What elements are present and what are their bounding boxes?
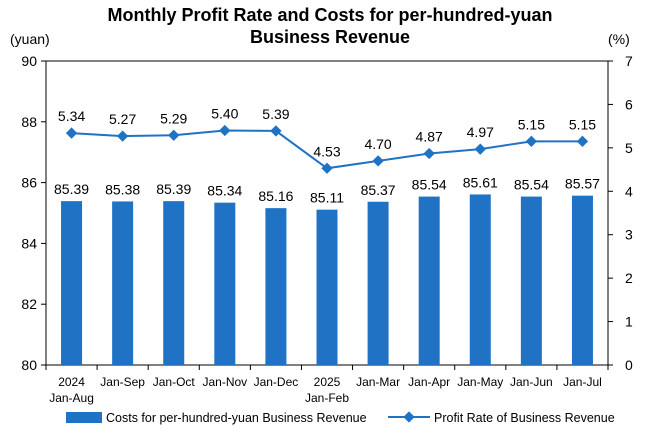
right-axis-tick-label: 1 bbox=[625, 314, 633, 330]
profit-rate-value-label: 4.97 bbox=[467, 124, 494, 140]
cost-bar bbox=[520, 196, 542, 365]
cost-bar-value-label: 85.39 bbox=[54, 181, 89, 197]
cost-bar-value-label: 85.54 bbox=[412, 177, 447, 193]
cost-bar-value-label: 85.16 bbox=[258, 188, 293, 204]
profit-rate-marker bbox=[372, 155, 384, 167]
profit-rate-value-label: 5.34 bbox=[58, 108, 85, 124]
cost-bars: 85.39 85.38 85.39 85.34 85.16 85.11 85.37 85.54… bbox=[54, 174, 600, 365]
x-axis-category-label: Jan-Jun bbox=[510, 375, 553, 389]
profit-rate-marker bbox=[321, 162, 333, 174]
x-axis-category-label: Jan-Dec bbox=[254, 375, 299, 389]
profit-rate-value-label: 5.27 bbox=[109, 111, 136, 127]
x-axis-category-label: Jan-Sep bbox=[100, 375, 145, 389]
profit-rate-marker bbox=[65, 127, 78, 139]
profit-rate-marker bbox=[576, 135, 589, 147]
legend-line-label: Profit Rate of Business Revenue bbox=[434, 411, 615, 425]
profit-rate-value-label: 4.70 bbox=[364, 136, 391, 152]
profit-rate-marker bbox=[423, 147, 435, 160]
cost-bar-value-label: 85.57 bbox=[565, 176, 600, 192]
left-axis-tick-label: 90 bbox=[21, 53, 37, 69]
x-axis-category-label: Jan-Feb bbox=[305, 391, 349, 405]
x-axis-category-label: Jan-Mar bbox=[356, 375, 400, 389]
x-axis-category-label: 2024 bbox=[58, 375, 85, 389]
x-axis-category-label: Jan-May bbox=[457, 375, 503, 389]
right-axis-tick-label: 6 bbox=[625, 96, 633, 112]
left-axis-tick-label: 88 bbox=[21, 114, 37, 130]
profit-rate-value-label: 5.40 bbox=[211, 105, 238, 121]
cost-bar bbox=[571, 195, 593, 365]
cost-bar-value-label: 85.61 bbox=[463, 174, 498, 190]
right-axis-tick-label: 5 bbox=[625, 140, 633, 156]
chart-title-line-1: Monthly Profit Rate and Costs for per-hu… bbox=[107, 5, 553, 25]
x-axis-category-label: Jan-Oct bbox=[153, 375, 196, 389]
profit-rate-marker bbox=[219, 124, 231, 137]
cost-bar bbox=[316, 209, 338, 365]
x-axis-category-label: Jan-Jul bbox=[563, 375, 602, 389]
profit-rate-value-label: 4.53 bbox=[313, 143, 340, 159]
cost-bar bbox=[367, 201, 389, 365]
chart-title-line-2: Business Revenue bbox=[249, 27, 411, 47]
cost-bar-value-label: 85.38 bbox=[105, 181, 140, 197]
legend: Costs for per-hundred-yuan Business Reve… bbox=[66, 411, 615, 425]
chart-title: Monthly Profit Rate and Costs for per-hu… bbox=[0, 4, 660, 48]
profit-rate-marker bbox=[474, 143, 486, 155]
right-axis-tick-label: 4 bbox=[625, 183, 633, 199]
profit-rate-marker bbox=[168, 129, 180, 141]
x-axis-category-label: 2025 bbox=[314, 375, 341, 389]
profit-rate-line: 5.34 5.27 5.29 5.40 5.39 4.53 4.70 4.87 4.97 5.15… bbox=[58, 105, 596, 174]
cost-bar bbox=[61, 201, 83, 365]
cost-bar bbox=[265, 208, 287, 365]
cost-bar-value-label: 85.39 bbox=[156, 181, 191, 197]
cost-bar-value-label: 85.11 bbox=[310, 190, 344, 206]
left-axis-tick-label: 80 bbox=[21, 357, 37, 373]
x-axis-category-label: Jan-Apr bbox=[408, 375, 450, 389]
profit-rate-marker bbox=[525, 135, 538, 147]
cost-bar bbox=[469, 194, 491, 365]
right-axis-unit: (%) bbox=[608, 31, 630, 47]
left-axis-tick-label: 82 bbox=[21, 296, 37, 312]
left-axis-tick-label: 84 bbox=[21, 235, 37, 251]
right-axis-tick-label: 7 bbox=[625, 53, 633, 69]
legend-bar-label: Costs for per-hundred-yuan Business Reve… bbox=[106, 411, 367, 425]
profit-rate-value-label: 5.15 bbox=[569, 116, 596, 132]
cost-bar bbox=[112, 201, 134, 365]
profit-rate-value-label: 5.39 bbox=[262, 106, 289, 122]
left-axis-unit: (yuan) bbox=[10, 31, 50, 47]
x-axis-category-label: Jan-Aug bbox=[49, 391, 94, 405]
cost-bar bbox=[418, 196, 440, 365]
left-axis-tick-label: 86 bbox=[21, 175, 37, 191]
cost-bar-value-label: 85.34 bbox=[207, 183, 242, 199]
profit-rate-value-label: 5.29 bbox=[160, 110, 187, 126]
cost-bar bbox=[214, 202, 236, 365]
axes: 80 82 84 86 88 90 0 1 2 3 4 5 6 7 2024 Jan-Aug Jan-Sep Ja… bbox=[21, 53, 633, 405]
profit-rate-marker bbox=[116, 130, 129, 142]
x-axis-category-label: Jan-Nov bbox=[202, 375, 247, 389]
cost-bar bbox=[163, 201, 185, 365]
right-axis-tick-label: 3 bbox=[625, 227, 633, 243]
right-axis-tick-label: 2 bbox=[625, 270, 633, 286]
profit-rate-value-label: 4.87 bbox=[416, 129, 443, 145]
profit-rate-value-label: 5.15 bbox=[518, 116, 545, 132]
cost-bar-value-label: 85.54 bbox=[514, 177, 549, 193]
legend-line-marker bbox=[403, 411, 415, 423]
cost-bar-value-label: 85.37 bbox=[361, 182, 396, 198]
legend-bar-swatch bbox=[66, 412, 102, 423]
right-axis-tick-label: 0 bbox=[625, 357, 633, 373]
